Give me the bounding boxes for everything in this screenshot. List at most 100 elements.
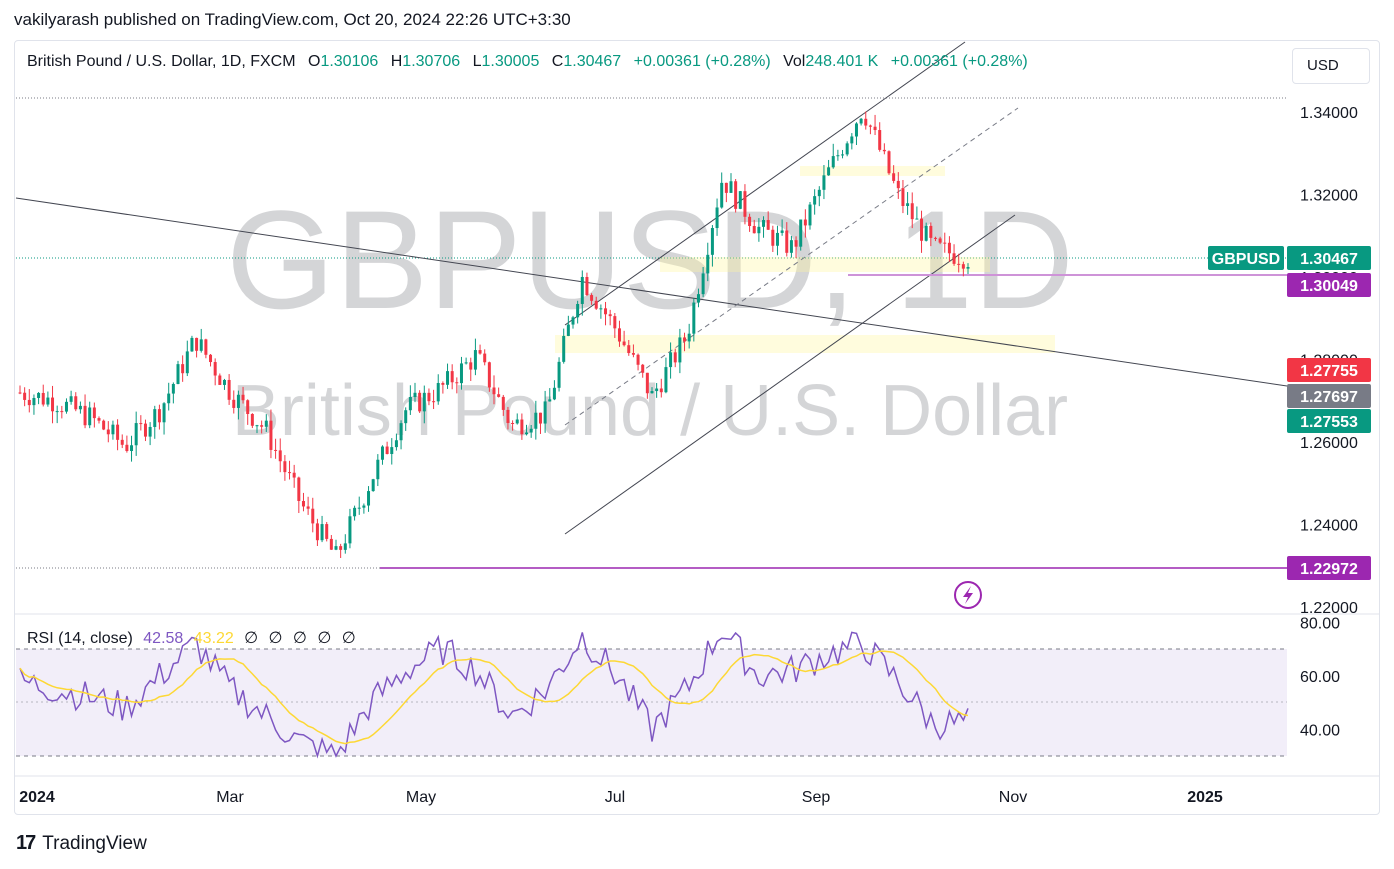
candle-body xyxy=(529,428,533,433)
candle-body xyxy=(887,151,891,174)
candle-body xyxy=(669,352,673,368)
candle-body xyxy=(130,445,134,452)
candle-body xyxy=(729,181,733,193)
candle-body xyxy=(218,375,222,385)
candle-body xyxy=(571,317,575,325)
candle-body xyxy=(483,353,487,363)
rsi-value: 42.58 xyxy=(143,630,184,647)
candle-body xyxy=(506,409,510,424)
candle-body xyxy=(859,118,863,124)
candle-body xyxy=(594,300,598,309)
candle-body xyxy=(813,196,817,205)
candle-body xyxy=(227,379,231,400)
candle-body xyxy=(906,203,910,206)
candle-body xyxy=(399,423,403,441)
news-flash-icon[interactable] xyxy=(954,581,982,609)
price-tick-label: 1.24000 xyxy=(1300,518,1358,535)
candle-body xyxy=(376,459,380,480)
channel-lower xyxy=(564,214,1016,535)
candle-body xyxy=(543,401,547,424)
candle-body xyxy=(162,403,166,423)
candle-body xyxy=(780,230,784,233)
candle-body xyxy=(901,188,905,206)
candle-body xyxy=(278,450,282,462)
candle-body xyxy=(143,423,147,437)
candle-body xyxy=(645,372,649,394)
candle-body xyxy=(320,524,324,541)
candle-body xyxy=(947,242,951,254)
candle-body xyxy=(664,367,668,393)
candle-body xyxy=(845,143,849,155)
candle-body xyxy=(92,407,96,419)
legend-high-label: H xyxy=(390,53,403,70)
time-axis[interactable]: 2024 Mar May Jul Sep Nov 2025 xyxy=(19,789,1223,806)
candle-body xyxy=(325,524,329,539)
candle-body xyxy=(232,399,236,408)
footer-brand[interactable]: 17 TradingView xyxy=(16,832,147,855)
candle-body xyxy=(501,396,505,410)
price-badge-bg xyxy=(1287,384,1371,408)
price-badge-bg xyxy=(1287,358,1371,382)
candle-body xyxy=(854,123,858,137)
candle-body xyxy=(404,410,408,424)
candle-body xyxy=(446,371,450,385)
time-tick-label: May xyxy=(406,789,436,806)
rsi-axis[interactable]: 80.00 60.00 40.00 xyxy=(1300,615,1340,739)
price-badge-bg xyxy=(1208,246,1284,270)
candle-body xyxy=(394,440,398,448)
candle-body xyxy=(478,350,482,354)
candle-body xyxy=(260,425,264,427)
candle-body xyxy=(51,397,55,412)
legend-high: 1.30706 xyxy=(402,53,461,70)
candle-body xyxy=(520,419,524,435)
candle-body xyxy=(771,229,775,246)
rsi-tick-label: 40.00 xyxy=(1300,722,1340,739)
candle-body xyxy=(538,412,542,424)
candle-body xyxy=(311,508,315,524)
currency-button[interactable]: USD xyxy=(1292,48,1370,84)
chart-frame[interactable] xyxy=(14,40,1380,815)
candle-body xyxy=(464,362,468,364)
candle-body xyxy=(868,125,872,127)
price-tick-label: 1.26000 xyxy=(1300,435,1358,452)
legend-close-label: C xyxy=(551,53,564,70)
time-tick-label: Nov xyxy=(999,789,1027,806)
candle-body xyxy=(418,392,422,412)
candle-body xyxy=(720,182,724,208)
time-tick-label: Jul xyxy=(605,789,625,806)
candle-body xyxy=(37,392,41,398)
time-tick-label: Mar xyxy=(216,789,244,806)
price-tick-label: 1.32000 xyxy=(1300,188,1358,205)
candle-body xyxy=(78,405,82,410)
candle-body xyxy=(102,420,106,430)
candle-body xyxy=(701,273,705,295)
candle-body xyxy=(125,444,129,452)
symbol-legend[interactable]: British Pound / U.S. Dollar, 1D, FXCM O1… xyxy=(27,53,1030,71)
candle-body xyxy=(850,136,854,144)
candle-body xyxy=(83,405,87,426)
candle-body xyxy=(441,383,445,385)
candle-body xyxy=(743,191,747,217)
candle-body xyxy=(385,446,389,455)
candle-body xyxy=(929,225,933,238)
legend-volume: 248.401 K xyxy=(805,53,879,70)
candle-body xyxy=(683,337,687,342)
candle-body xyxy=(678,337,682,363)
rsi-legend[interactable]: RSI (14, close) 42.58 43.22 ∅ ∅ ∅ ∅ ∅ xyxy=(27,628,356,648)
candle-body xyxy=(455,382,459,384)
candle-body xyxy=(827,167,831,176)
price-badge-label: 1.22972 xyxy=(1300,561,1358,578)
legend-open: 1.30106 xyxy=(320,53,379,70)
candle-body xyxy=(348,516,352,544)
candle-body xyxy=(724,182,728,193)
candle-body xyxy=(673,352,677,363)
candle-body xyxy=(55,411,59,413)
published-line: vakilyarash published on TradingView.com… xyxy=(14,10,571,29)
candle-body xyxy=(213,362,217,376)
candle-body xyxy=(924,225,928,241)
candle-body xyxy=(315,523,319,541)
price-badge-label: GBPUSD xyxy=(1212,251,1280,268)
rsi-empty-2: ∅ xyxy=(268,630,283,647)
candle-body xyxy=(41,392,45,405)
